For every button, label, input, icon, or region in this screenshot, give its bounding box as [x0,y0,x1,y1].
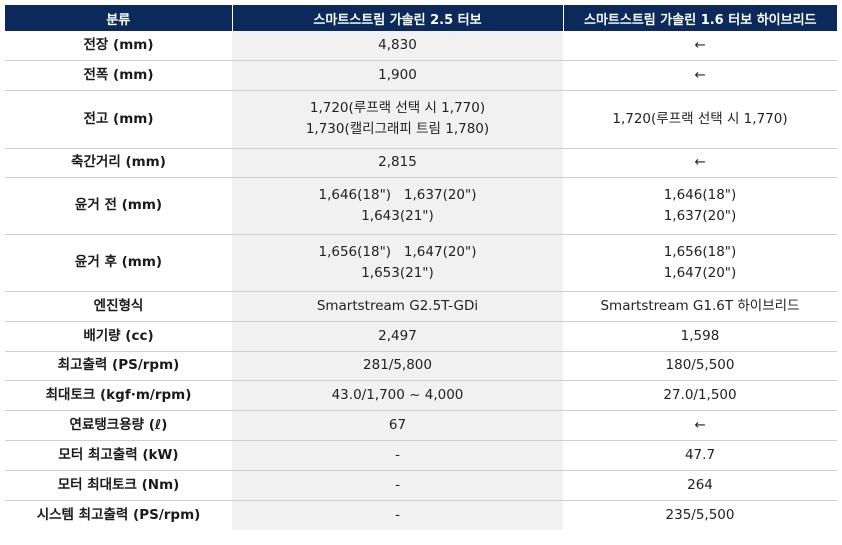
value-model-a: - [232,500,563,530]
value-model-b: 1,598 [563,321,837,352]
row-label: 모터 최대토크 (Nm) [5,470,232,501]
value-line: 264 [687,476,713,493]
value-model-b: ← [563,410,837,441]
header-model-b: 스마트스트림 가솔린 1.6 터보 하이브리드 [563,5,837,31]
value-model-b: 264 [563,470,837,501]
value-line: - [395,446,400,463]
row-label: 윤거 후 (mm) [5,234,232,292]
table-row: 전폭 (mm) 1,900 ← [5,60,837,91]
table-row: 연료탱크용량 (ℓ) 67 ← [5,410,837,441]
value-line: ← [694,66,706,83]
value-line: ← [694,416,706,433]
value-line: 1,646(18") [663,186,737,203]
value-line: Smartstream G2.5T-GDi [316,297,479,314]
value-model-a: 1,900 [232,60,563,91]
table-header: 분류 스마트스트림 가솔린 2.5 터보 스마트스트림 가솔린 1.6 터보 하… [5,5,837,31]
row-label: 전고 (mm) [5,90,232,149]
value-model-a: 2,497 [232,321,563,352]
value-model-b: ← [563,60,837,91]
value-line: 67 [388,416,407,433]
value-line: Smartstream G1.6T 하이브리드 [600,297,800,314]
row-label: 모터 최고출력 (kW) [5,440,232,471]
value-line: 1,720(루프랙 선택 시 1,770) [309,100,486,116]
row-label: 최대토크 (kgf·m/rpm) [5,380,232,411]
value-line: 1,656(18") 1,647(20") [318,243,477,260]
table-row: 배기량 (cc) 2,497 1,598 [5,321,837,352]
value-model-b: Smartstream G1.6T 하이브리드 [563,291,837,322]
value-model-b: 1,720(루프랙 선택 시 1,770) [563,90,837,149]
value-model-a: Smartstream G2.5T-GDi [232,291,563,322]
value-model-b: 27.0/1,500 [563,380,837,411]
table-row: 모터 최대토크 (Nm) - 264 [5,470,837,501]
value-model-b: ← [563,148,837,178]
value-model-a: - [232,470,563,501]
row-label: 축간거리 (mm) [5,148,232,178]
row-label: 전폭 (mm) [5,60,232,91]
header-row: 분류 스마트스트림 가솔린 2.5 터보 스마트스트림 가솔린 1.6 터보 하… [5,5,837,31]
value-model-a: 281/5,800 [232,351,563,381]
value-line: - [395,476,400,493]
value-line: 1,647(20") [663,264,737,281]
value-model-a: 1,646(18") 1,637(20") 1,643(21") [232,177,563,235]
value-model-a: 1,720(루프랙 선택 시 1,770) 1,730(캘리그래피 트림 1,78… [232,90,563,149]
value-line: 2,497 [378,327,417,344]
value-line: 1,730(캘리그래피 트림 1,780) [305,121,490,137]
value-model-b: 235/5,500 [563,500,837,530]
table-row: 축간거리 (mm) 2,815 ← [5,148,837,178]
table-row: 윤거 후 (mm) 1,656(18") 1,647(20") 1,653(21")… [5,234,837,292]
value-line: 281/5,800 [363,357,432,373]
row-label: 전장 (mm) [5,31,232,61]
table-row: 전고 (mm) 1,720(루프랙 선택 시 1,770) 1,730(캘리그래피 … [5,90,837,149]
value-model-b: ← [563,31,837,61]
value-model-b: 1,646(18") 1,637(20") [563,177,837,235]
table-row: 최고출력 (PS/rpm) 281/5,800 180/5,500 [5,351,837,381]
value-model-a: 4,830 [232,31,563,61]
table-body: 전장 (mm) 4,830 ← 전폭 (mm) 1,900 ← 전고 (mm) 1,720(루… [5,31,837,530]
value-model-b: 1,656(18") 1,647(20") [563,234,837,292]
table-row: 엔진형식 Smartstream G2.5T-GDi Smartstream G1.… [5,291,837,322]
value-model-b: 47.7 [563,440,837,471]
value-model-a: 67 [232,410,563,441]
spec-table: 분류 스마트스트림 가솔린 2.5 터보 스마트스트림 가솔린 1.6 터보 하… [5,5,837,530]
value-line: 4,830 [378,36,417,53]
value-line: 1,900 [378,66,417,83]
value-line: 1,598 [680,327,720,344]
row-label: 배기량 (cc) [5,321,232,352]
value-line: 1,656(18") [663,243,737,260]
value-line: 1,653(21") [361,264,434,281]
table-row: 전장 (mm) 4,830 ← [5,31,837,61]
table-row: 윤거 전 (mm) 1,646(18") 1,637(20") 1,643(21")… [5,177,837,235]
value-model-a: 1,656(18") 1,647(20") 1,653(21") [232,234,563,292]
row-label: 연료탱크용량 (ℓ) [5,410,232,441]
table-row: 시스템 최고출력 (PS/rpm) - 235/5,500 [5,500,837,530]
row-label: 엔진형식 [5,291,232,322]
value-line: 180/5,500 [665,357,735,373]
row-label: 시스템 최고출력 (PS/rpm) [36,506,201,523]
value-line: 1,643(21") [361,207,434,224]
row-label: 최고출력 (PS/rpm) [5,351,232,381]
value-model-a: 43.0/1,700 ~ 4,000 [232,380,563,411]
value-line: 1,720(루프랙 선택 시 1,770) [612,110,788,127]
value-line: ← [694,36,706,53]
value-model-a: 2,815 [232,148,563,178]
value-line: 235/5,500 [665,506,735,523]
table-row: 최대토크 (kgf·m/rpm) 43.0/1,700 ~ 4,000 27.0/1… [5,380,837,411]
row-label: 윤거 전 (mm) [5,177,232,235]
value-line: 27.0/1,500 [663,386,737,403]
value-line: 1,637(20") [663,207,737,224]
header-model-a: 스마트스트림 가솔린 2.5 터보 [232,5,564,31]
value-line: 43.0/1,700 ~ 4,000 [331,386,464,403]
header-category: 분류 [5,5,233,31]
value-line: ← [694,154,706,170]
value-line: 1,646(18") 1,637(20") [318,186,477,203]
value-model-a: - [232,440,563,471]
value-line: - [395,506,400,523]
value-model-b: 180/5,500 [563,351,837,381]
value-line: 2,815 [378,154,417,170]
table-row: 모터 최고출력 (kW) - 47.7 [5,440,837,471]
value-line: 47.7 [684,446,716,463]
